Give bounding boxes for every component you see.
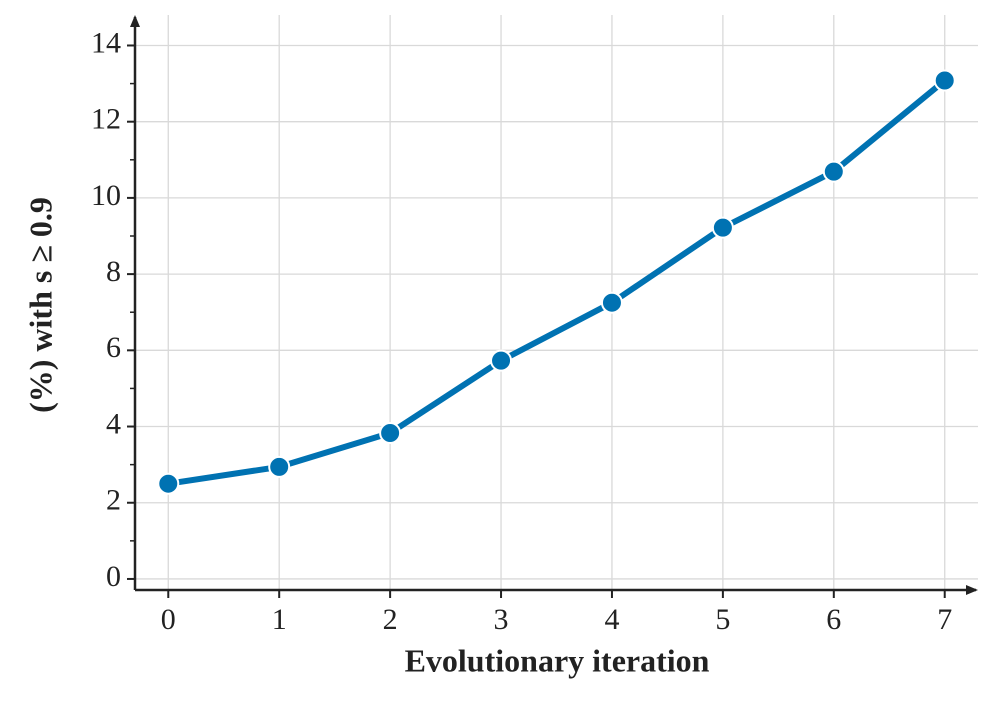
point	[711, 216, 734, 239]
x-tick-label: 0	[161, 603, 176, 636]
y-tick-label: 4	[106, 407, 121, 440]
x-tick-label: 6	[826, 603, 841, 636]
x-tick-label: 7	[937, 603, 952, 636]
y-axis-arrow	[130, 15, 140, 27]
y-tick-label: 2	[106, 484, 121, 517]
line	[167, 78, 947, 487]
y-tick-label: 0	[106, 560, 121, 593]
x-tick-label: 2	[383, 603, 398, 636]
point	[933, 69, 956, 92]
y-tick-label: 12	[91, 103, 121, 136]
point	[379, 422, 402, 445]
point	[268, 455, 291, 478]
x-tick-label: 4	[604, 603, 619, 636]
y-tick-label: 14	[91, 26, 121, 59]
x-tick-label: 1	[272, 603, 287, 636]
x-axis-label: Evolutionary iteration	[405, 642, 710, 678]
y-tick-label: 10	[91, 179, 121, 212]
y-axis-label: (%) with s ≥ 0.9	[22, 197, 58, 413]
y-tick-label: 8	[106, 255, 121, 288]
x-tick-label: 5	[715, 603, 730, 636]
point	[600, 291, 623, 314]
x-axis-arrow	[966, 585, 978, 595]
x-tick-label: 3	[494, 603, 509, 636]
y-tick-label: 6	[106, 331, 121, 364]
point	[490, 349, 513, 372]
point	[157, 472, 180, 495]
point	[822, 160, 845, 183]
